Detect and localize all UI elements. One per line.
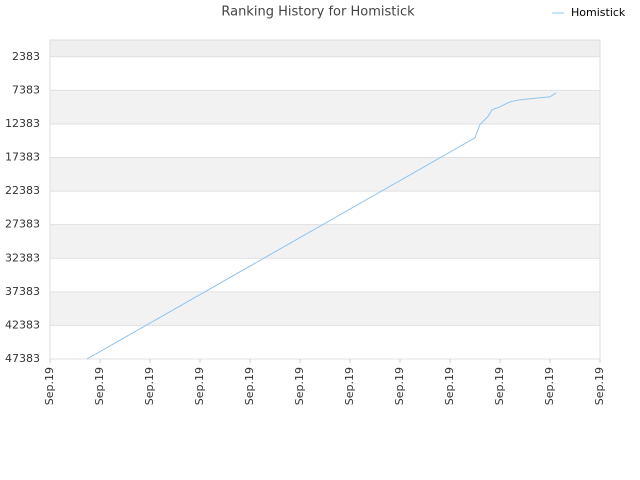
band bbox=[50, 157, 600, 192]
y-tick-label: 17383 bbox=[5, 151, 40, 164]
y-tick-label: 37383 bbox=[5, 285, 40, 298]
x-tick-label: Sep.19 bbox=[443, 367, 456, 405]
y-tick-label: 32383 bbox=[5, 251, 40, 264]
y-tick-label: 12383 bbox=[5, 117, 40, 130]
legend-label: Homistick bbox=[571, 6, 626, 19]
x-tick-label: Sep.19 bbox=[393, 367, 406, 405]
x-tick-label: Sep.19 bbox=[593, 367, 606, 405]
x-tick-label: Sep.19 bbox=[143, 367, 156, 405]
series-line bbox=[86, 92, 557, 360]
x-tick-label: Sep.19 bbox=[343, 367, 356, 405]
band bbox=[50, 258, 600, 292]
band bbox=[50, 191, 600, 225]
band bbox=[50, 56, 600, 91]
x-tick-label: Sep.19 bbox=[43, 367, 56, 405]
band bbox=[50, 224, 600, 259]
band bbox=[50, 40, 600, 57]
y-tick-label: 42383 bbox=[5, 318, 40, 331]
x-tick-label: Sep.19 bbox=[543, 367, 556, 405]
band bbox=[50, 291, 600, 326]
y-tick-label: 27383 bbox=[5, 218, 40, 231]
band bbox=[50, 90, 600, 124]
y-tick-label: 47383 bbox=[5, 352, 40, 365]
y-tick-label: 7383 bbox=[12, 83, 40, 96]
x-tick-label: Sep.19 bbox=[293, 367, 306, 405]
x-tick-label: Sep.19 bbox=[93, 367, 106, 405]
band bbox=[50, 325, 600, 359]
chart-title: Ranking History for Homistick bbox=[221, 5, 415, 20]
y-tick-label: 22383 bbox=[5, 184, 40, 197]
x-tick-label: Sep.19 bbox=[243, 367, 256, 405]
band bbox=[50, 123, 600, 158]
x-tick-label: Sep.19 bbox=[493, 367, 506, 405]
y-tick-label: 2383 bbox=[12, 50, 40, 63]
x-tick-label: Sep.19 bbox=[193, 367, 206, 405]
